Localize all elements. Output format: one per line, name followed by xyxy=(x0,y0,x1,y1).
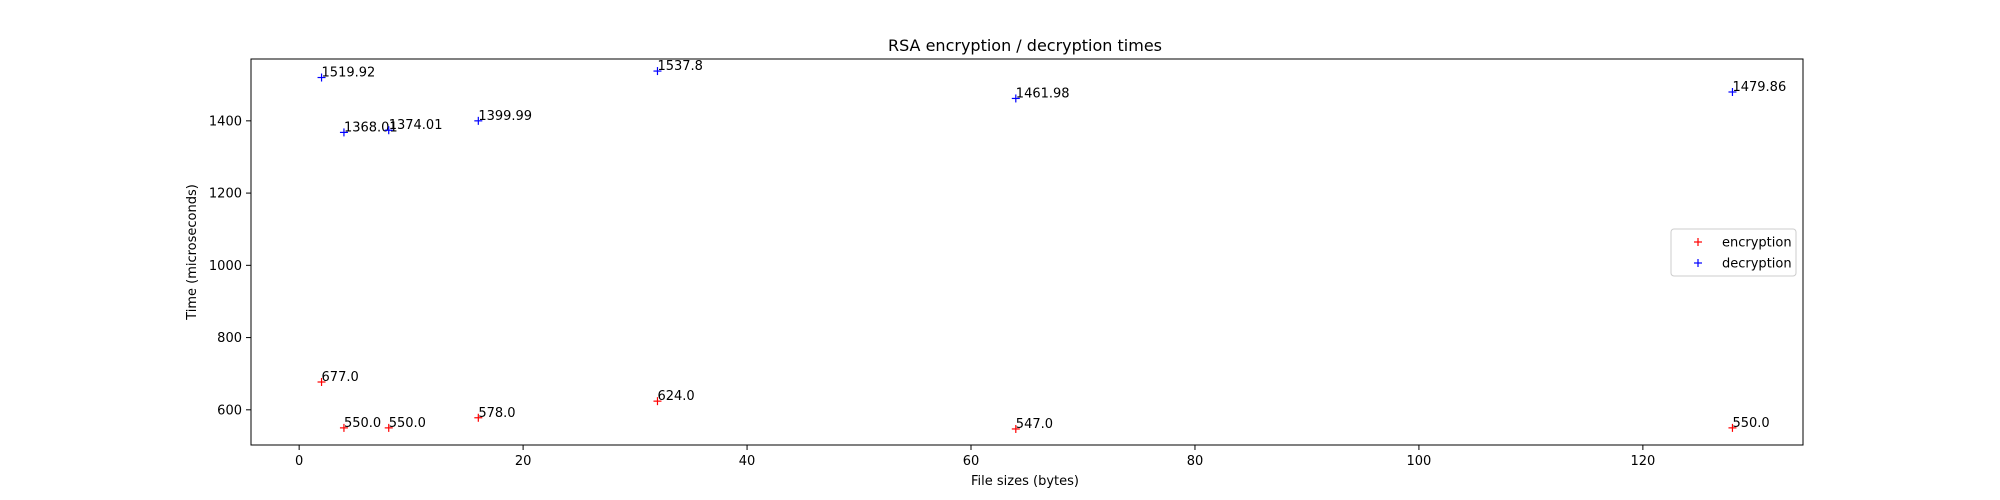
legend-label-decryption: decryption xyxy=(1722,257,1792,272)
decryption-point xyxy=(317,73,326,82)
encryption-point xyxy=(384,423,393,432)
chart-title: RSA encryption / decryption times xyxy=(888,36,1162,55)
x-tick-label: 80 xyxy=(1187,454,1204,469)
decryption-point xyxy=(1728,87,1737,96)
x-tick-label: 60 xyxy=(963,454,980,469)
encryption-point xyxy=(653,397,662,406)
y-tick-label: 800 xyxy=(217,331,242,346)
encryption-data-label: 677.0 xyxy=(322,370,359,385)
legend-label-encryption: encryption xyxy=(1722,236,1792,251)
y-tick-label: 1400 xyxy=(209,114,242,129)
encryption-data-label: 578.0 xyxy=(478,406,515,421)
encryption-data-label: 547.0 xyxy=(1016,417,1053,432)
x-axis: 0 20 40 60 80 100 120 xyxy=(295,445,1655,469)
y-tick-label: 600 xyxy=(217,403,242,418)
decryption-data-label: 1519.92 xyxy=(322,66,376,81)
series-encryption: 677.0 550.0 550.0 578.0 624.0 547.0 550.0 xyxy=(317,370,1770,433)
encryption-point xyxy=(474,413,483,422)
y-axis: 600 800 1000 1200 1400 xyxy=(209,114,251,418)
decryption-data-label: 1461.98 xyxy=(1016,86,1070,101)
decryption-data-label: 1399.99 xyxy=(478,109,532,124)
decryption-point xyxy=(339,128,348,137)
x-tick-label: 0 xyxy=(295,454,303,469)
legend: encryption decryption xyxy=(1670,228,1797,277)
decryption-point xyxy=(1011,94,1020,103)
legend-marker-decryption xyxy=(1694,259,1702,267)
decryption-point xyxy=(653,67,662,76)
x-tick-label: 100 xyxy=(1407,454,1432,469)
y-tick-label: 1000 xyxy=(209,259,242,274)
x-tick-label: 120 xyxy=(1630,454,1655,469)
decryption-point xyxy=(474,116,483,125)
encryption-point xyxy=(1728,423,1737,432)
encryption-point xyxy=(1011,424,1020,433)
decryption-data-label: 1537.8 xyxy=(657,59,703,74)
decryption-data-label: 1374.01 xyxy=(389,118,443,133)
encryption-data-label: 624.0 xyxy=(657,389,694,404)
series-layer: 677.0 550.0 550.0 578.0 624.0 547.0 550.0 1519.… xyxy=(317,59,1786,433)
y-axis-label: Time (microseconds) xyxy=(185,184,200,321)
plot-area-frame xyxy=(250,58,1804,446)
encryption-data-label: 550.0 xyxy=(344,416,381,431)
encryption-data-label: 550.0 xyxy=(1732,416,1769,431)
decryption-data-label: 1479.86 xyxy=(1732,80,1786,95)
x-tick-label: 20 xyxy=(515,454,532,469)
encryption-data-label: 550.0 xyxy=(389,416,426,431)
legend-marker-encryption xyxy=(1694,238,1702,246)
x-tick-label: 40 xyxy=(739,454,756,469)
y-tick-label: 1200 xyxy=(209,187,242,202)
legend-box xyxy=(1670,228,1797,277)
decryption-point xyxy=(384,126,393,135)
encryption-point xyxy=(339,423,348,432)
x-axis-label: File sizes (bytes) xyxy=(971,474,1079,489)
encryption-point xyxy=(317,378,326,387)
decryption-data-label: 1368.01 xyxy=(344,120,398,135)
